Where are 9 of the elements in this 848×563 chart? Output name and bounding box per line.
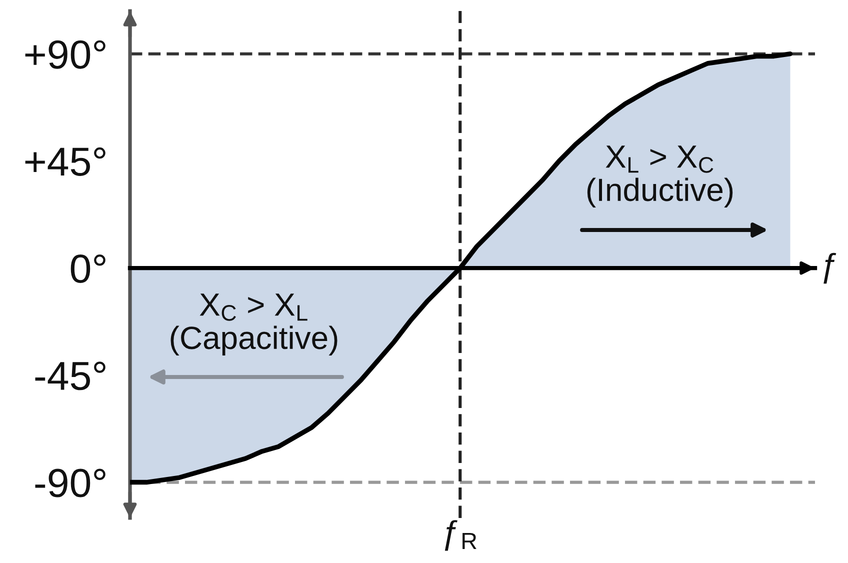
x-axis-title: ƒ <box>824 252 836 284</box>
y-tick-label: -90° <box>35 468 106 498</box>
annotation: X$_{L}$ > X$_{C}$ (Inductive) <box>587 146 733 208</box>
x-tick-label: ƒ$_{R}$ <box>444 520 476 551</box>
y-tick-label: +45° <box>25 147 106 176</box>
annotation: X$_{C}$ > X$_{L}$ (Capacitive) <box>170 294 338 356</box>
y-tick-label: -45° <box>35 362 106 390</box>
y-tick-label: 0° <box>70 254 106 284</box>
y-tick-label: +90° <box>25 40 106 69</box>
